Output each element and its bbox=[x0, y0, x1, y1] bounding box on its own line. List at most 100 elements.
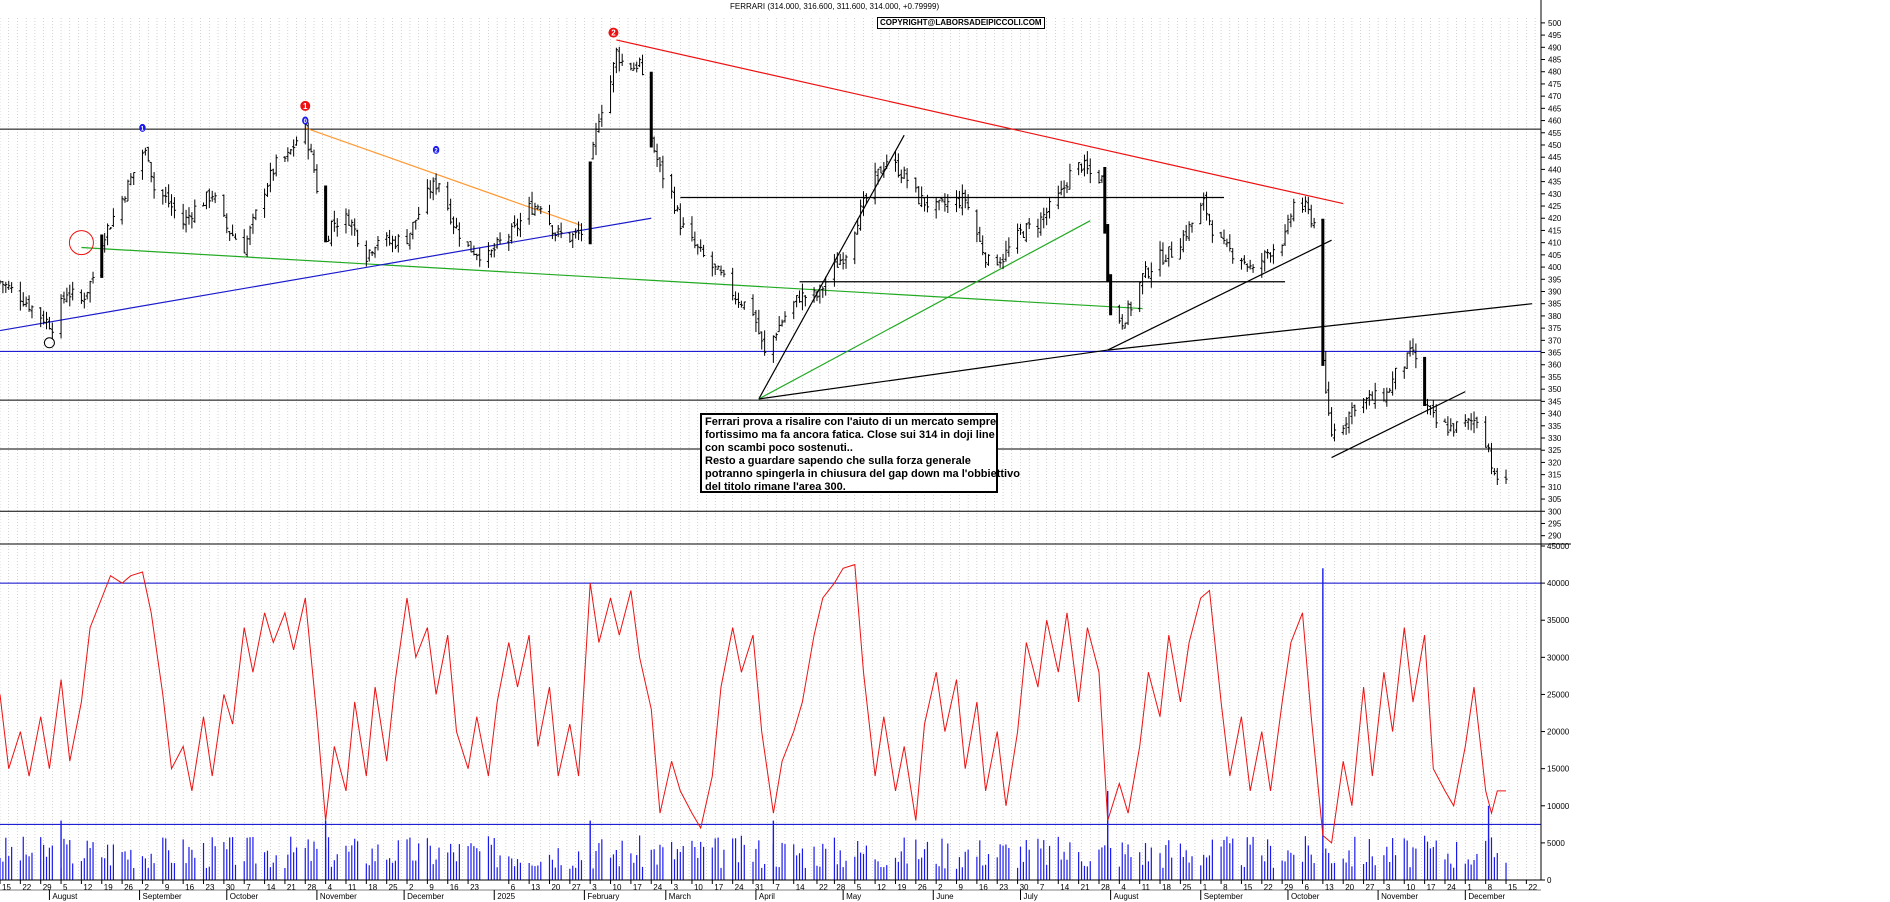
x-day-label: 24 bbox=[735, 883, 744, 892]
y-tick-label: 375 bbox=[1548, 324, 1562, 333]
y-tick-label: 400 bbox=[1548, 263, 1562, 272]
y-tick-label: 385 bbox=[1548, 300, 1562, 309]
x-day-label: 26 bbox=[918, 883, 927, 892]
x-day-label: 23 bbox=[206, 883, 215, 892]
x-day-label: 15 bbox=[2, 883, 11, 892]
y-tick-label: 440 bbox=[1548, 165, 1562, 174]
x-day-label: 9 bbox=[959, 883, 964, 892]
x-day-label: 22 bbox=[819, 883, 828, 892]
y-tick-label: 420 bbox=[1548, 214, 1562, 223]
x-day-label: 18 bbox=[1162, 883, 1171, 892]
y-tick-label: 415 bbox=[1548, 226, 1562, 235]
x-day-label: 20 bbox=[1345, 883, 1354, 892]
wave-marker-label: 1 bbox=[303, 102, 308, 111]
x-day-label: 29 bbox=[1284, 883, 1293, 892]
x-day-label: 24 bbox=[653, 883, 662, 892]
y-tick-label: 370 bbox=[1548, 336, 1562, 345]
axis-layer: 2902953003053103153203253303353403453503… bbox=[0, 0, 1571, 901]
y-tick-label: 490 bbox=[1548, 43, 1562, 52]
x-day-label: 30 bbox=[226, 883, 235, 892]
note-line: con scambi poco sostenuti.. bbox=[705, 442, 853, 454]
y-tick-label: 450 bbox=[1548, 141, 1562, 150]
x-day-label: 16 bbox=[185, 883, 194, 892]
trendline bbox=[758, 220, 1091, 400]
x-day-label: 28 bbox=[307, 883, 316, 892]
x-month-label: July bbox=[1023, 892, 1037, 901]
oscillator-line bbox=[0, 563, 1506, 844]
x-day-label: 2 bbox=[409, 883, 414, 892]
y-tick-label: 390 bbox=[1548, 287, 1562, 296]
y-tick-label: 320 bbox=[1548, 458, 1562, 467]
y-tick-label: 470 bbox=[1548, 92, 1562, 101]
sub-wave-marker bbox=[139, 123, 146, 132]
x-day-label: 2 bbox=[144, 883, 149, 892]
sub-wave-label: 2 bbox=[434, 148, 438, 154]
y-tick-label: 485 bbox=[1548, 56, 1562, 65]
price-bars-layer bbox=[0, 46, 1508, 486]
x-day-label: 3 bbox=[592, 883, 597, 892]
x-day-label: 29 bbox=[43, 883, 52, 892]
x-month-label: November bbox=[320, 892, 357, 901]
x-day-label: 28 bbox=[836, 883, 845, 892]
x-day-label: 5 bbox=[857, 883, 862, 892]
y-tick-label: 475 bbox=[1548, 80, 1562, 89]
y-tick-label: 295 bbox=[1548, 519, 1562, 528]
x-month-label: August bbox=[1114, 892, 1140, 901]
y-tick-label: 325 bbox=[1548, 446, 1562, 455]
y-tick-label: 350 bbox=[1548, 385, 1562, 394]
wave-marker-label: 2 bbox=[611, 29, 616, 38]
x-day-label: 4 bbox=[328, 883, 333, 892]
x-day-label: 25 bbox=[1182, 883, 1191, 892]
x-day-label: 5 bbox=[63, 883, 68, 892]
y-tick-label: 430 bbox=[1548, 190, 1562, 199]
x-day-label: 8 bbox=[1223, 883, 1228, 892]
x-day-label: 23 bbox=[470, 883, 479, 892]
x-day-label: 17 bbox=[1427, 883, 1436, 892]
osc-y-tick-label: 10000 bbox=[1547, 802, 1570, 811]
x-day-label: 27 bbox=[572, 883, 581, 892]
x-day-label: 16 bbox=[450, 883, 459, 892]
x-day-label: 21 bbox=[1081, 883, 1090, 892]
trendline bbox=[305, 127, 582, 227]
oscillator-layer bbox=[0, 563, 1541, 880]
y-tick-label: 310 bbox=[1548, 483, 1562, 492]
x-day-label: 22 bbox=[1528, 883, 1537, 892]
x-day-label: 10 bbox=[613, 883, 622, 892]
x-day-label: 18 bbox=[368, 883, 377, 892]
y-tick-label: 460 bbox=[1548, 117, 1562, 126]
trendline bbox=[616, 39, 1344, 205]
x-month-label: October bbox=[230, 892, 259, 901]
x-day-label: 10 bbox=[1406, 883, 1415, 892]
y-tick-label: 290 bbox=[1548, 532, 1562, 541]
x-day-label: 14 bbox=[796, 883, 805, 892]
y-tick-label: 300 bbox=[1548, 507, 1562, 516]
x-day-label: 17 bbox=[714, 883, 723, 892]
y-tick-label: 360 bbox=[1548, 361, 1562, 370]
x-day-label: 25 bbox=[389, 883, 398, 892]
x-day-label: 7 bbox=[1040, 883, 1045, 892]
sub-wave-marker bbox=[302, 116, 309, 125]
y-tick-label: 410 bbox=[1548, 239, 1562, 248]
wave-marker-circle bbox=[300, 100, 311, 111]
x-day-label: 12 bbox=[83, 883, 92, 892]
y-tick-label: 355 bbox=[1548, 373, 1562, 382]
y-tick-label: 395 bbox=[1548, 275, 1562, 284]
trendlines-layer bbox=[0, 39, 1541, 512]
x-day-label: 10 bbox=[694, 883, 703, 892]
y-tick-label: 335 bbox=[1548, 422, 1562, 431]
x-month-label: September bbox=[1204, 892, 1243, 901]
x-day-label: 11 bbox=[1142, 883, 1151, 892]
gap-circle bbox=[68, 230, 94, 256]
x-day-label: 15 bbox=[1508, 883, 1517, 892]
y-tick-label: 480 bbox=[1548, 68, 1562, 77]
trendline bbox=[758, 349, 1108, 400]
x-day-label: 24 bbox=[1447, 883, 1456, 892]
sub-wave-label: 1 bbox=[141, 126, 145, 132]
x-day-label: 27 bbox=[1366, 883, 1375, 892]
osc-y-tick-label: 0 bbox=[1547, 876, 1552, 885]
x-day-label: 1 bbox=[1203, 883, 1208, 892]
y-tick-label: 435 bbox=[1548, 178, 1562, 187]
y-tick-label: 315 bbox=[1548, 471, 1562, 480]
trendline bbox=[1107, 303, 1533, 351]
